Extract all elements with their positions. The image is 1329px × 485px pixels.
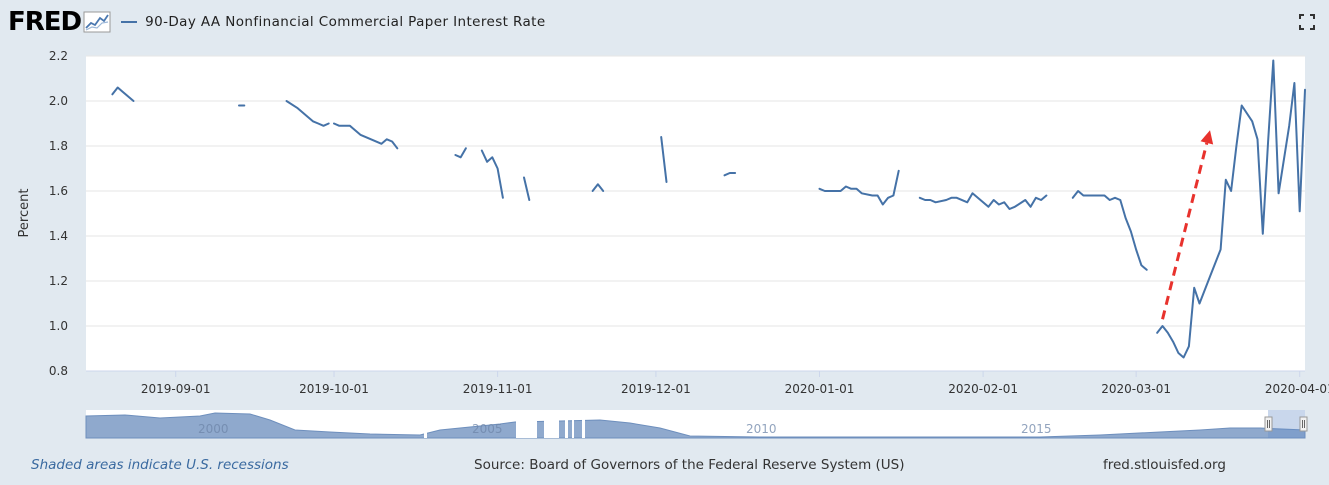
navigator-year-label: 2015: [1021, 422, 1052, 436]
series-segment: [660, 136, 668, 183]
x-tick-label: 2019-10-01: [299, 382, 369, 396]
navigator-labels: 2000 2005 2010 2015: [198, 422, 1052, 436]
navigator-gap: [424, 411, 427, 438]
y-axis-ticks: 2.2 2.0 1.8 1.6 1.4 1.2 1.0 0.8: [49, 49, 68, 378]
recession-note: Shaded areas indicate U.S. recessions: [31, 457, 289, 473]
y-tick-label: 2.2: [49, 49, 68, 63]
series-segment: [454, 147, 467, 159]
y-tick-label: 1.6: [49, 184, 68, 198]
fred-logo[interactable]: FRED: [8, 7, 111, 37]
y-tick-label: 1.4: [49, 229, 68, 243]
series-segment: [723, 172, 737, 177]
navigator-selected-range[interactable]: [1268, 410, 1305, 438]
site-link[interactable]: fred.stlouisfed.org: [1103, 457, 1226, 473]
navigator-gap: [582, 411, 585, 438]
legend-line-swatch: [121, 21, 138, 23]
y-tick-label: 1.8: [49, 139, 68, 153]
series-segment: [111, 86, 135, 102]
series-title: 90-Day AA Nonfinancial Commercial Paper …: [145, 14, 546, 30]
navigator-year-label: 2000: [198, 422, 229, 436]
annotation-arrow: [1161, 130, 1214, 320]
navigator-gap: [534, 411, 537, 438]
y-tick-label: 1.2: [49, 274, 68, 288]
x-tick-label: 2020-04-01: [1265, 382, 1329, 396]
series-legend[interactable]: 90-Day AA Nonfinancial Commercial Paper …: [121, 14, 545, 30]
series-segment: [1071, 190, 1148, 271]
series-segment: [523, 176, 531, 201]
series-segment: [591, 183, 605, 192]
navigator-handle-left[interactable]: [1264, 416, 1273, 432]
plot-area: [86, 56, 1305, 371]
series-segment: [818, 169, 900, 206]
x-tick-label: 2019-12-01: [621, 382, 691, 396]
data-source: Source: Board of Governors of the Federa…: [474, 457, 905, 473]
fred-logo-text: FRED: [8, 7, 82, 37]
y-axis-label: Percent: [17, 189, 32, 238]
navigator-gap: [565, 411, 568, 438]
y-tick-label: 1.0: [49, 319, 68, 333]
series-segment: [333, 122, 399, 150]
chart-header: FRED 90-Day AA Nonfinancial Commercial P…: [8, 6, 546, 38]
navigator-gap: [556, 411, 559, 438]
navigator-year-label: 2010: [746, 422, 777, 436]
navigator-year-label: 2005: [472, 422, 503, 436]
y-tick-label: 2.0: [49, 94, 68, 108]
series-segment: [1156, 59, 1306, 359]
x-tick-label: 2019-11-01: [463, 382, 533, 396]
series-segment: [918, 192, 1048, 210]
x-axis-ticks: 2019-09-01 2019-10-01 2019-11-01 2019-12-01…: [86, 370, 1329, 396]
navigator-area: [85, 412, 1306, 439]
annotation-arrow-shaft: [1161, 142, 1209, 320]
fullscreen-icon[interactable]: [1299, 14, 1315, 30]
series-segment: [480, 149, 504, 199]
x-tick-label: 2020-03-01: [1101, 382, 1171, 396]
annotation-arrow-head: [1200, 130, 1214, 145]
navigator[interactable]: 2000 2005 2010 2015: [85, 410, 1308, 439]
x-tick-label: 2020-01-01: [785, 382, 855, 396]
navigator-gaps: [424, 411, 585, 438]
series-segment: [285, 100, 330, 127]
navigator-handle-right[interactable]: [1299, 416, 1308, 432]
navigator-gap: [544, 411, 557, 438]
y-tick-label: 0.8: [49, 364, 68, 378]
x-tick-label: 2020-02-01: [948, 382, 1018, 396]
navigator-gap: [516, 411, 534, 438]
navigator-gap: [572, 411, 574, 438]
series-lines: [111, 59, 1306, 359]
fred-logo-graph-icon: [83, 11, 111, 33]
x-tick-label: 2019-09-01: [141, 382, 211, 396]
gridlines: [86, 55, 1305, 372]
